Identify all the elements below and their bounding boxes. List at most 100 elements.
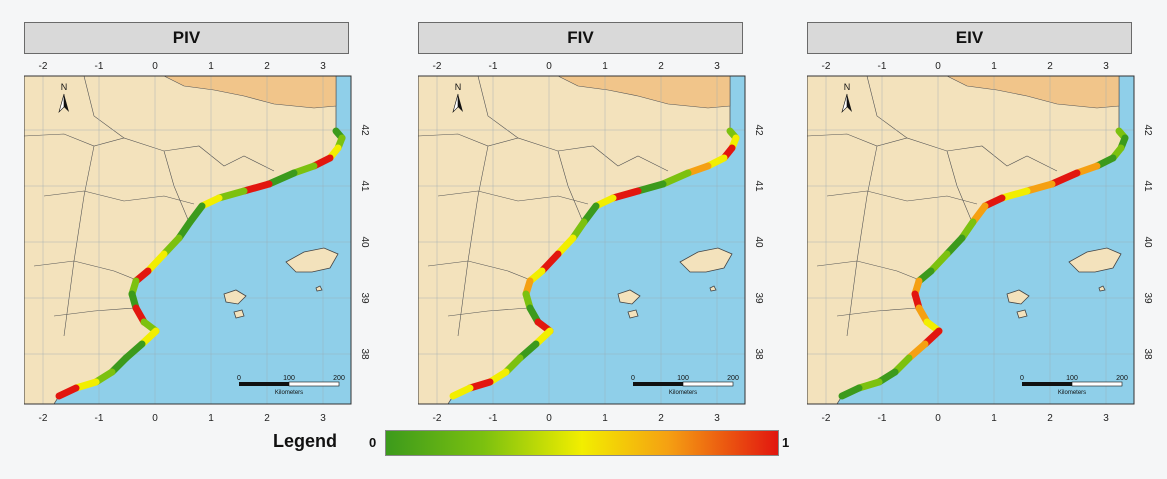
svg-text:0: 0 bbox=[631, 375, 635, 382]
coastal-index-segment bbox=[659, 169, 692, 188]
legend-max-label: 1 bbox=[782, 435, 790, 450]
map-frame bbox=[807, 75, 1135, 405]
y-tick-right: 41 bbox=[359, 180, 369, 192]
x-tick-bottom: -1 bbox=[95, 413, 104, 424]
x-tick-top: 2 bbox=[1047, 61, 1053, 72]
coastal-index-segment bbox=[538, 250, 562, 275]
province-boundary bbox=[427, 260, 534, 282]
coastal-index-segment bbox=[927, 250, 951, 275]
map-frame bbox=[418, 75, 746, 405]
coastal-index-segment bbox=[160, 234, 183, 258]
map-panel-fiv: FIV -2 -2 -1 -1 0 0 1 1 2 2 3 3 N 0 100 200 Kilometers 42 4… bbox=[418, 0, 763, 430]
x-tick-bottom: 1 bbox=[602, 413, 608, 424]
coastal-index-segment bbox=[55, 384, 80, 400]
svg-text:100: 100 bbox=[283, 375, 295, 382]
y-tick-right: 39 bbox=[1142, 292, 1152, 304]
map: -2-2-1-100112233N0100200Kilometers424241… bbox=[807, 61, 1152, 424]
x-tick-bottom: 2 bbox=[658, 413, 664, 424]
x-tick-top: -2 bbox=[433, 61, 442, 72]
scale-bar: 0 100 200 Kilometers bbox=[631, 375, 739, 396]
svg-text:Kilometers: Kilometers bbox=[669, 390, 697, 396]
province-boundary bbox=[836, 307, 918, 317]
svg-text:100: 100 bbox=[677, 375, 689, 382]
scale-bar: 0 100 200 Kilometers bbox=[237, 375, 345, 396]
svg-text:200: 200 bbox=[727, 375, 739, 382]
panel-title: PIV bbox=[24, 22, 349, 54]
island bbox=[709, 285, 717, 292]
province-boundary bbox=[33, 260, 140, 282]
svg-text:N: N bbox=[455, 82, 462, 92]
panel-title: FIV bbox=[418, 22, 743, 54]
x-tick-top: 1 bbox=[991, 61, 997, 72]
coastal-index-segment bbox=[122, 340, 146, 362]
province-boundary bbox=[447, 307, 529, 317]
x-tick-bottom: -1 bbox=[878, 413, 887, 424]
x-tick-bottom: 3 bbox=[320, 413, 326, 424]
x-tick-bottom: 2 bbox=[1047, 413, 1053, 424]
panel-title: EIV bbox=[807, 22, 1132, 54]
y-tick-right: 42 bbox=[359, 124, 369, 136]
svg-text:N: N bbox=[61, 82, 68, 92]
province-boundary bbox=[43, 190, 195, 205]
province-boundary bbox=[83, 75, 125, 139]
france-region bbox=[946, 75, 1120, 109]
map-frame bbox=[24, 75, 352, 405]
y-tick-right: 40 bbox=[359, 236, 369, 248]
coastal-index-segment bbox=[1048, 169, 1081, 188]
legend-min-label: 0 bbox=[369, 435, 377, 450]
x-tick-bottom: 0 bbox=[546, 413, 552, 424]
island bbox=[1016, 309, 1028, 319]
island bbox=[679, 247, 733, 273]
coastal-index-segment bbox=[215, 187, 248, 202]
france-region bbox=[163, 75, 337, 109]
y-tick-right: 42 bbox=[753, 124, 763, 136]
x-tick-top: 1 bbox=[208, 61, 214, 72]
island bbox=[627, 309, 639, 319]
svg-text:0: 0 bbox=[1020, 375, 1024, 382]
svg-text:200: 200 bbox=[1116, 375, 1128, 382]
coastal-index-segment bbox=[554, 234, 577, 258]
map-panel-eiv: EIV -2 -2 -1 -1 0 0 1 1 2 2 3 3 N 0 100 200 Kilometers 42 4… bbox=[807, 0, 1152, 430]
y-tick-right: 40 bbox=[1142, 236, 1152, 248]
island bbox=[1068, 247, 1122, 273]
map: -2-2-1-100112233N0100200Kilometers424241… bbox=[418, 61, 763, 424]
coastal-index-segment bbox=[290, 162, 318, 177]
x-tick-bottom: 3 bbox=[1103, 413, 1109, 424]
coastal-index-segment bbox=[240, 180, 273, 195]
x-tick-bottom: -2 bbox=[433, 413, 442, 424]
svg-text:200: 200 bbox=[333, 375, 345, 382]
x-tick-bottom: 0 bbox=[935, 413, 941, 424]
x-tick-top: 0 bbox=[935, 61, 941, 72]
coastal-index-segment bbox=[684, 162, 712, 177]
x-tick-bottom: -1 bbox=[489, 413, 498, 424]
province-boundary bbox=[866, 75, 908, 139]
island bbox=[1098, 285, 1106, 292]
coastal-index-segment bbox=[1023, 180, 1056, 195]
coastal-index-segment bbox=[609, 187, 642, 202]
province-boundary bbox=[816, 260, 923, 282]
x-tick-bottom: -2 bbox=[822, 413, 831, 424]
coastal-index-segment bbox=[144, 250, 168, 275]
x-tick-top: 3 bbox=[1103, 61, 1109, 72]
coastal-index-segment bbox=[1073, 162, 1101, 177]
svg-text:Kilometers: Kilometers bbox=[275, 390, 303, 396]
coastal-index-segment bbox=[838, 384, 863, 400]
x-tick-bottom: 0 bbox=[152, 413, 158, 424]
province-boundary bbox=[53, 307, 135, 317]
legend-color-ramp bbox=[385, 430, 779, 456]
y-tick-right: 38 bbox=[753, 348, 763, 360]
x-tick-top: 3 bbox=[714, 61, 720, 72]
island bbox=[315, 285, 323, 292]
x-tick-bottom: -2 bbox=[39, 413, 48, 424]
island bbox=[223, 289, 247, 305]
y-tick-right: 40 bbox=[753, 236, 763, 248]
island bbox=[233, 309, 245, 319]
map: -2-2-1-100112233N0100200Kilometers424241… bbox=[24, 61, 369, 424]
x-tick-bottom: 1 bbox=[991, 413, 997, 424]
x-tick-bottom: 1 bbox=[208, 413, 214, 424]
x-tick-top: 2 bbox=[264, 61, 270, 72]
north-arrow-icon: N bbox=[58, 82, 69, 114]
y-tick-right: 39 bbox=[359, 292, 369, 304]
coastal-index-segment bbox=[516, 340, 540, 362]
north-arrow-icon: N bbox=[452, 82, 463, 114]
